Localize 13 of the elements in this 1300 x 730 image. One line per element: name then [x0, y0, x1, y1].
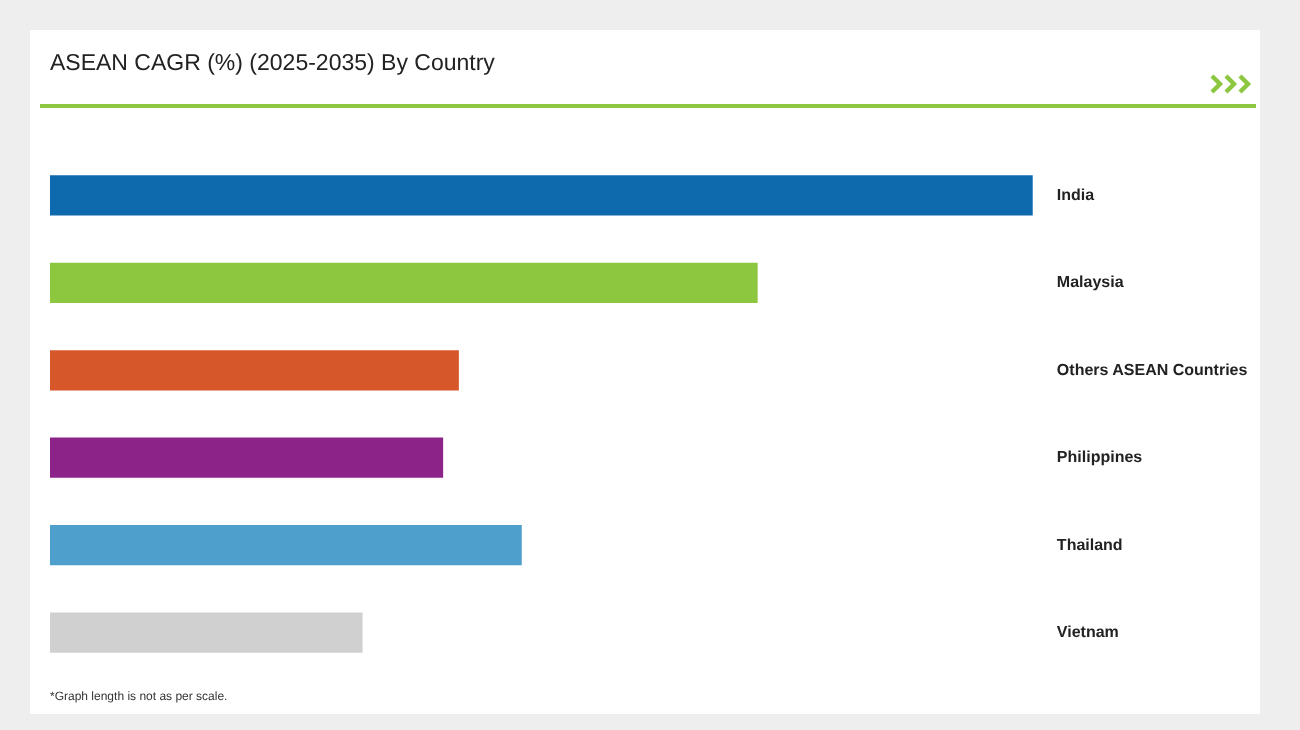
y-tick-label: India: [1056, 185, 1096, 204]
bar: [50, 525, 522, 566]
y-tick-label: Philippines: [1056, 448, 1144, 467]
bar: [50, 350, 459, 391]
y-tick-label: Vietnam: [1056, 623, 1119, 642]
bar: [50, 437, 444, 478]
y-tick-label: Others ASEAN Countries: [1056, 360, 1249, 379]
y-tick-label: Malaysia: [1056, 273, 1125, 292]
chart-title: ASEAN CAGR (%) (2025-2035) By Country: [50, 52, 495, 76]
bar: [50, 612, 363, 653]
bar: [50, 262, 758, 303]
y-tick-label: Thailand: [1056, 535, 1123, 554]
bar: [50, 175, 1033, 216]
